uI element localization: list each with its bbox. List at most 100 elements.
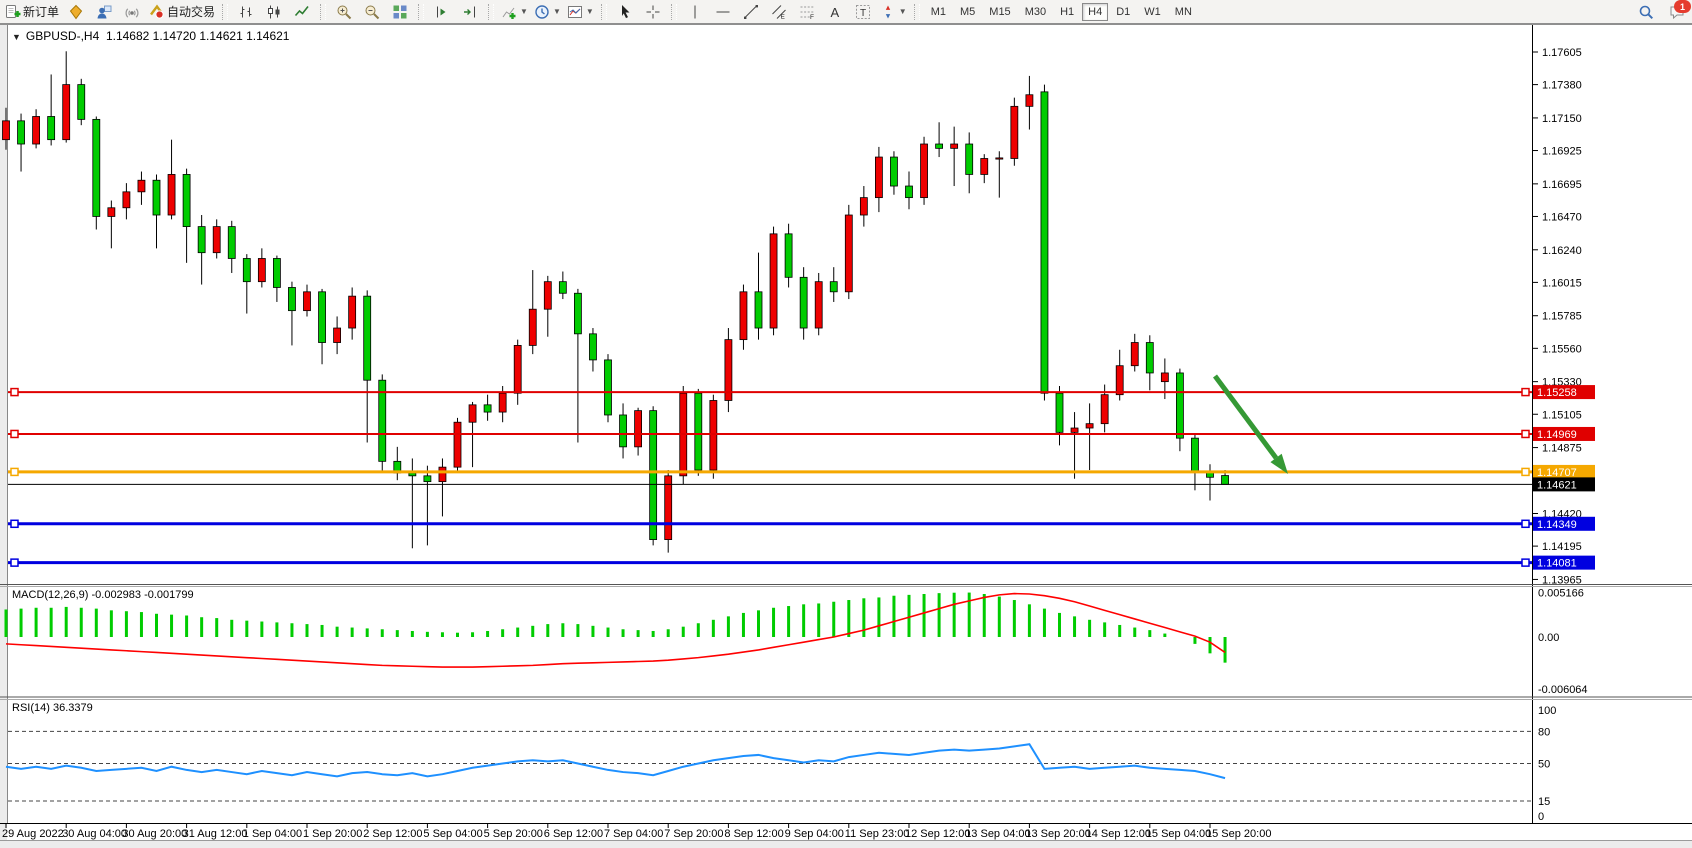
fibonacci-button[interactable]: F — [793, 1, 821, 23]
svg-text:14 Sep 12:00: 14 Sep 12:00 — [1086, 828, 1151, 840]
templates-icon — [567, 4, 583, 20]
horizontal-line-button[interactable] — [709, 1, 737, 23]
svg-text:13 Sep 20:00: 13 Sep 20:00 — [1025, 828, 1090, 840]
svg-text:15 Sep 04:00: 15 Sep 04:00 — [1146, 828, 1211, 840]
timeframe-bar: M1 M5 M15 M30 H1 H4 D1 W1 MN — [924, 2, 1199, 21]
zoom-out-button[interactable] — [358, 1, 386, 23]
vertical-line-button[interactable] — [681, 1, 709, 23]
svg-text:1.14969: 1.14969 — [1537, 429, 1577, 441]
toolbar-right: 1 — [1632, 0, 1691, 24]
candle — [634, 410, 642, 448]
candle — [664, 475, 673, 540]
tile-windows-button[interactable] — [386, 1, 414, 23]
line-chart-icon — [294, 4, 310, 20]
auto-trading-button[interactable]: 自动交易 — [146, 1, 218, 23]
candle-chart-button[interactable] — [260, 1, 288, 23]
candle — [543, 281, 552, 310]
chart-dropdown-icon[interactable]: ▼ — [12, 32, 21, 42]
timeframe-d1[interactable]: D1 — [1116, 5, 1131, 18]
candle — [724, 339, 733, 401]
candle — [77, 84, 86, 120]
timeframe-w1[interactable]: W1 — [1144, 5, 1161, 18]
navigator-button[interactable] — [90, 1, 118, 23]
svg-text:50: 50 — [1538, 759, 1550, 771]
text-button[interactable]: A — [821, 1, 849, 23]
candle — [829, 281, 838, 293]
price-badge — [1533, 555, 1595, 570]
candle — [965, 143, 974, 175]
timeframe-h4[interactable]: H4 — [1082, 2, 1109, 21]
new-order-button[interactable]: 新订单 — [2, 1, 62, 23]
line-chart-button[interactable] — [288, 1, 316, 23]
signals-button[interactable] — [118, 1, 146, 23]
chart-shift-button[interactable] — [456, 1, 484, 23]
svg-text:1 Sep 20:00: 1 Sep 20:00 — [303, 828, 362, 840]
equidistant-channel-button[interactable]: E — [765, 1, 793, 23]
bar-chart-button[interactable] — [232, 1, 260, 23]
candle — [1160, 372, 1169, 383]
cursor-button[interactable] — [611, 1, 639, 23]
svg-text:0.005166: 0.005166 — [1538, 588, 1584, 600]
indicators-button[interactable]: ▼ — [498, 1, 531, 23]
candle — [498, 392, 507, 413]
chart-shift-icon — [462, 4, 478, 20]
timeframe-m30[interactable]: M30 — [1024, 5, 1047, 18]
chevron-down-icon[interactable]: ▼ — [552, 7, 561, 16]
svg-text:5 Sep 20:00: 5 Sep 20:00 — [484, 828, 543, 840]
svg-text:7 Sep 20:00: 7 Sep 20:00 — [664, 828, 723, 840]
templates-button[interactable]: ▼ — [564, 1, 597, 23]
notifications-button[interactable]: 1 — [1666, 0, 1691, 22]
svg-text:1.15560: 1.15560 — [1542, 343, 1582, 355]
fibonacci-icon: F — [799, 4, 815, 20]
price-axis[interactable]: 1.17605 1.17380 1.17150 1.16925 1.16695 1.164… — [1532, 47, 1582, 586]
svg-text:1.17605: 1.17605 — [1542, 47, 1582, 59]
periods-button[interactable]: ▼ — [531, 1, 564, 23]
timeframe-m5[interactable]: M5 — [960, 5, 976, 18]
candle — [242, 258, 251, 283]
candle — [1055, 392, 1064, 433]
rsi-line — [5, 743, 1226, 780]
crosshair-icon — [645, 4, 661, 20]
timeframe-m1[interactable]: M1 — [930, 5, 946, 18]
text-label-button[interactable]: T — [849, 1, 877, 23]
svg-text:0: 0 — [1538, 811, 1544, 823]
svg-text:A: A — [830, 5, 839, 20]
svg-text:11 Sep 23:00: 11 Sep 23:00 — [845, 828, 910, 840]
candle — [152, 179, 161, 216]
svg-text:12 Sep 12:00: 12 Sep 12:00 — [905, 828, 970, 840]
trendline-icon — [743, 4, 759, 20]
crosshair-button[interactable] — [639, 1, 667, 23]
timeframe-m15[interactable]: M15 — [989, 5, 1011, 18]
trend-arrow[interactable] — [1212, 374, 1288, 474]
candle — [453, 421, 462, 468]
chevron-down-icon[interactable]: ▼ — [585, 7, 594, 16]
candle — [32, 116, 40, 145]
toolbar-separator — [913, 3, 920, 20]
svg-text:1.16470: 1.16470 — [1542, 211, 1582, 223]
market-watch-button[interactable] — [62, 1, 90, 23]
candle — [47, 116, 56, 141]
search-button[interactable] — [1632, 1, 1660, 23]
price-badge — [1533, 426, 1595, 441]
timeframe-mn[interactable]: MN — [1174, 5, 1192, 18]
arrows-button[interactable]: ▼ — [877, 1, 910, 23]
candle — [1176, 372, 1184, 439]
chevron-down-icon[interactable]: ▼ — [898, 7, 907, 16]
price-badge — [1533, 516, 1595, 531]
timeframe-h1[interactable]: H1 — [1060, 5, 1075, 18]
toolbar-separator — [488, 3, 495, 20]
text-label-icon: T — [855, 4, 871, 20]
trendline-button[interactable] — [737, 1, 765, 23]
svg-text:E: E — [780, 13, 785, 20]
candle — [257, 258, 266, 283]
auto-scroll-button[interactable] — [428, 1, 456, 23]
zoom-in-button[interactable] — [330, 1, 358, 23]
rsi-axis: 100 80 50 15 0 — [1538, 705, 1556, 823]
chevron-down-icon[interactable]: ▼ — [520, 7, 528, 16]
svg-text:1.15258: 1.15258 — [1537, 387, 1577, 399]
svg-text:30 Aug 20:00: 30 Aug 20:00 — [122, 828, 187, 840]
candle — [423, 475, 432, 483]
